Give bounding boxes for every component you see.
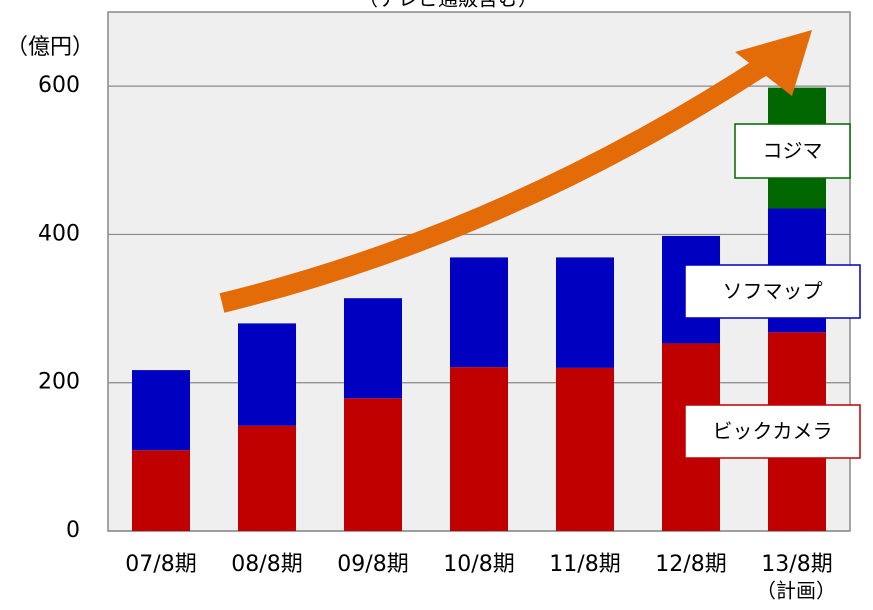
x-tick-label: 10/8期 [443, 552, 514, 577]
legend-box [734, 123, 851, 179]
y-tick-label: 200 [38, 370, 80, 395]
growth-arrow-head [735, 30, 812, 96]
bar-segment [132, 450, 190, 531]
x-tick-label: 07/8期 [125, 552, 196, 577]
y-tick-label: 600 [38, 73, 80, 98]
chart-title: （テレビ通販含む） [358, 0, 538, 11]
y-unit: （億円） [6, 35, 94, 60]
x-tick-label: 09/8期 [337, 552, 408, 577]
bar-segment [556, 257, 614, 368]
category-note: （計画） [756, 579, 836, 603]
bar-segment [238, 425, 296, 531]
growth-arrow [219, 39, 796, 313]
bar-segment [344, 398, 402, 531]
legend-box [684, 404, 861, 459]
x-tick-label: 08/8期 [231, 552, 302, 577]
bar-segment [132, 370, 190, 451]
x-tick-label: 12/8期 [655, 552, 726, 577]
x-tick-label: 13/8期 [761, 552, 832, 577]
y-tick-label: 0 [66, 518, 80, 543]
bar-segment [344, 298, 402, 399]
bar-segment [556, 367, 614, 531]
legend-label: コジマ [763, 139, 823, 163]
y-tick-label: 400 [38, 221, 80, 246]
bar-segment [450, 367, 508, 531]
legend-label: ビックカメラ [713, 419, 833, 443]
bar-segment [450, 257, 508, 368]
x-tick-label: 11/8期 [549, 552, 620, 577]
bar-segment [238, 323, 296, 426]
legend-label: ソフマップ [723, 279, 823, 303]
legend-box [684, 264, 861, 319]
